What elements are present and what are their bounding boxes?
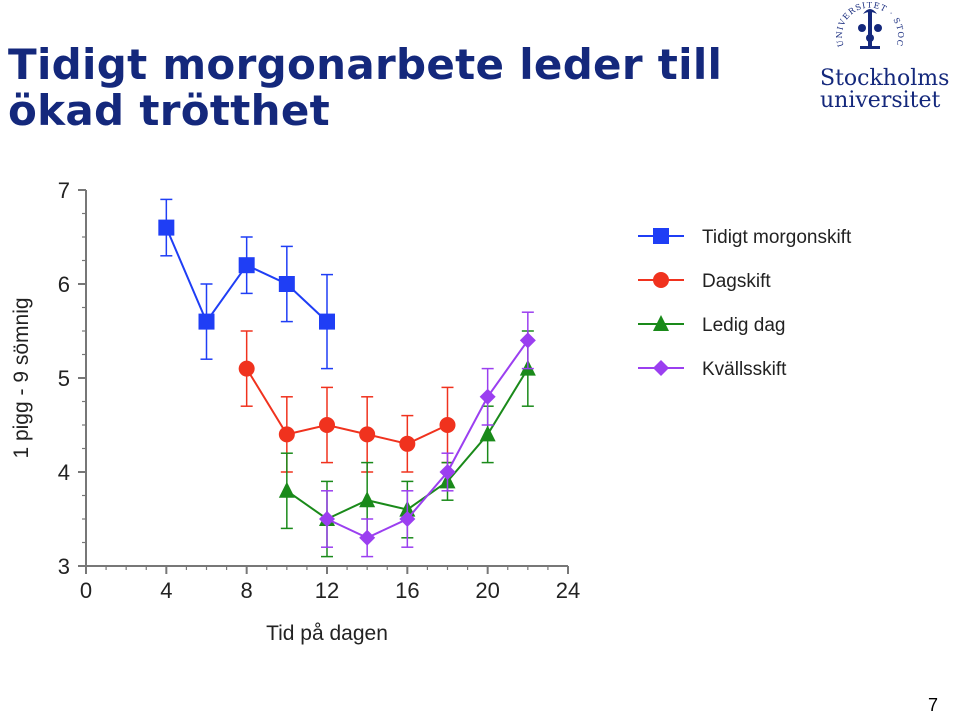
data-point: [399, 511, 416, 527]
slide-title-line2: ökad trötthet: [8, 86, 330, 135]
x-tick-label: 24: [556, 578, 580, 603]
x-axis-label: Tid på dagen: [266, 622, 388, 645]
y-tick-label: 5: [58, 366, 70, 391]
fatigue-line-chart: 3 4 5 6 7 0 4 8 12 16 20 24 Tid på dagen 1 pigg - 9 s…: [10, 178, 852, 645]
x-tick-label: 16: [395, 578, 419, 603]
y-tick-label: 6: [58, 272, 70, 297]
x-tick-label: 0: [80, 578, 92, 603]
series-line: [326, 339, 529, 539]
legend-label: Ledig dag: [702, 315, 785, 336]
data-point: [479, 388, 496, 405]
legend-label: Dagskift: [702, 271, 771, 292]
data-point: [278, 481, 295, 498]
data-point: [359, 426, 376, 443]
university-logo: UNIVERSITET · STOCKHOLMS · Stockholms un…: [812, 2, 958, 120]
y-tick-label: 3: [58, 554, 70, 579]
x-tick-label: 12: [315, 578, 339, 603]
data-point: [319, 313, 335, 330]
data-point: [359, 491, 376, 508]
university-seal-icon: UNIVERSITET · STOCKHOLMS ·: [830, 2, 904, 49]
y-tick-label: 7: [58, 178, 70, 203]
data-point: [359, 529, 376, 546]
logo-line1: Stockholms: [820, 66, 950, 91]
data-point: [399, 435, 416, 452]
series-1: [238, 330, 456, 473]
series-3: [319, 311, 536, 558]
data-point: [278, 276, 295, 292]
logo-wordmark: Stockholms universitet: [820, 68, 949, 112]
data-point: [198, 313, 215, 330]
data-point: [158, 219, 175, 236]
slide-title-line1: Tidigt morgonarbete leder till: [8, 40, 723, 89]
y-tick-label: 4: [58, 460, 70, 485]
legend-marker: [653, 228, 669, 244]
data-point: [479, 425, 496, 442]
legend-marker: [653, 315, 669, 331]
series-line: [245, 368, 448, 445]
legend-label: Kvällsskift: [702, 359, 787, 380]
x-tick-label: 4: [160, 578, 172, 603]
data-point: [319, 511, 335, 527]
data-point: [238, 257, 255, 274]
data-point: [519, 332, 536, 349]
data-point: [319, 417, 335, 433]
slide-title: Tidigt morgonarbete leder till ökad tröt…: [8, 42, 722, 134]
x-tick-label: 8: [241, 578, 253, 603]
y-axis-label: 1 pigg - 9 sömnig: [10, 297, 33, 458]
logo-line2: universitet: [820, 88, 941, 113]
legend-marker: [653, 272, 669, 288]
data-point: [439, 417, 456, 433]
legend-marker: [653, 360, 669, 376]
series-0: [158, 198, 335, 370]
data-point: [439, 464, 456, 480]
page-number: 7: [927, 695, 938, 715]
data-point: [238, 360, 255, 377]
legend-label: Tidigt morgonskift: [702, 227, 852, 248]
data-point: [278, 426, 295, 443]
x-tick-label: 20: [475, 578, 499, 603]
